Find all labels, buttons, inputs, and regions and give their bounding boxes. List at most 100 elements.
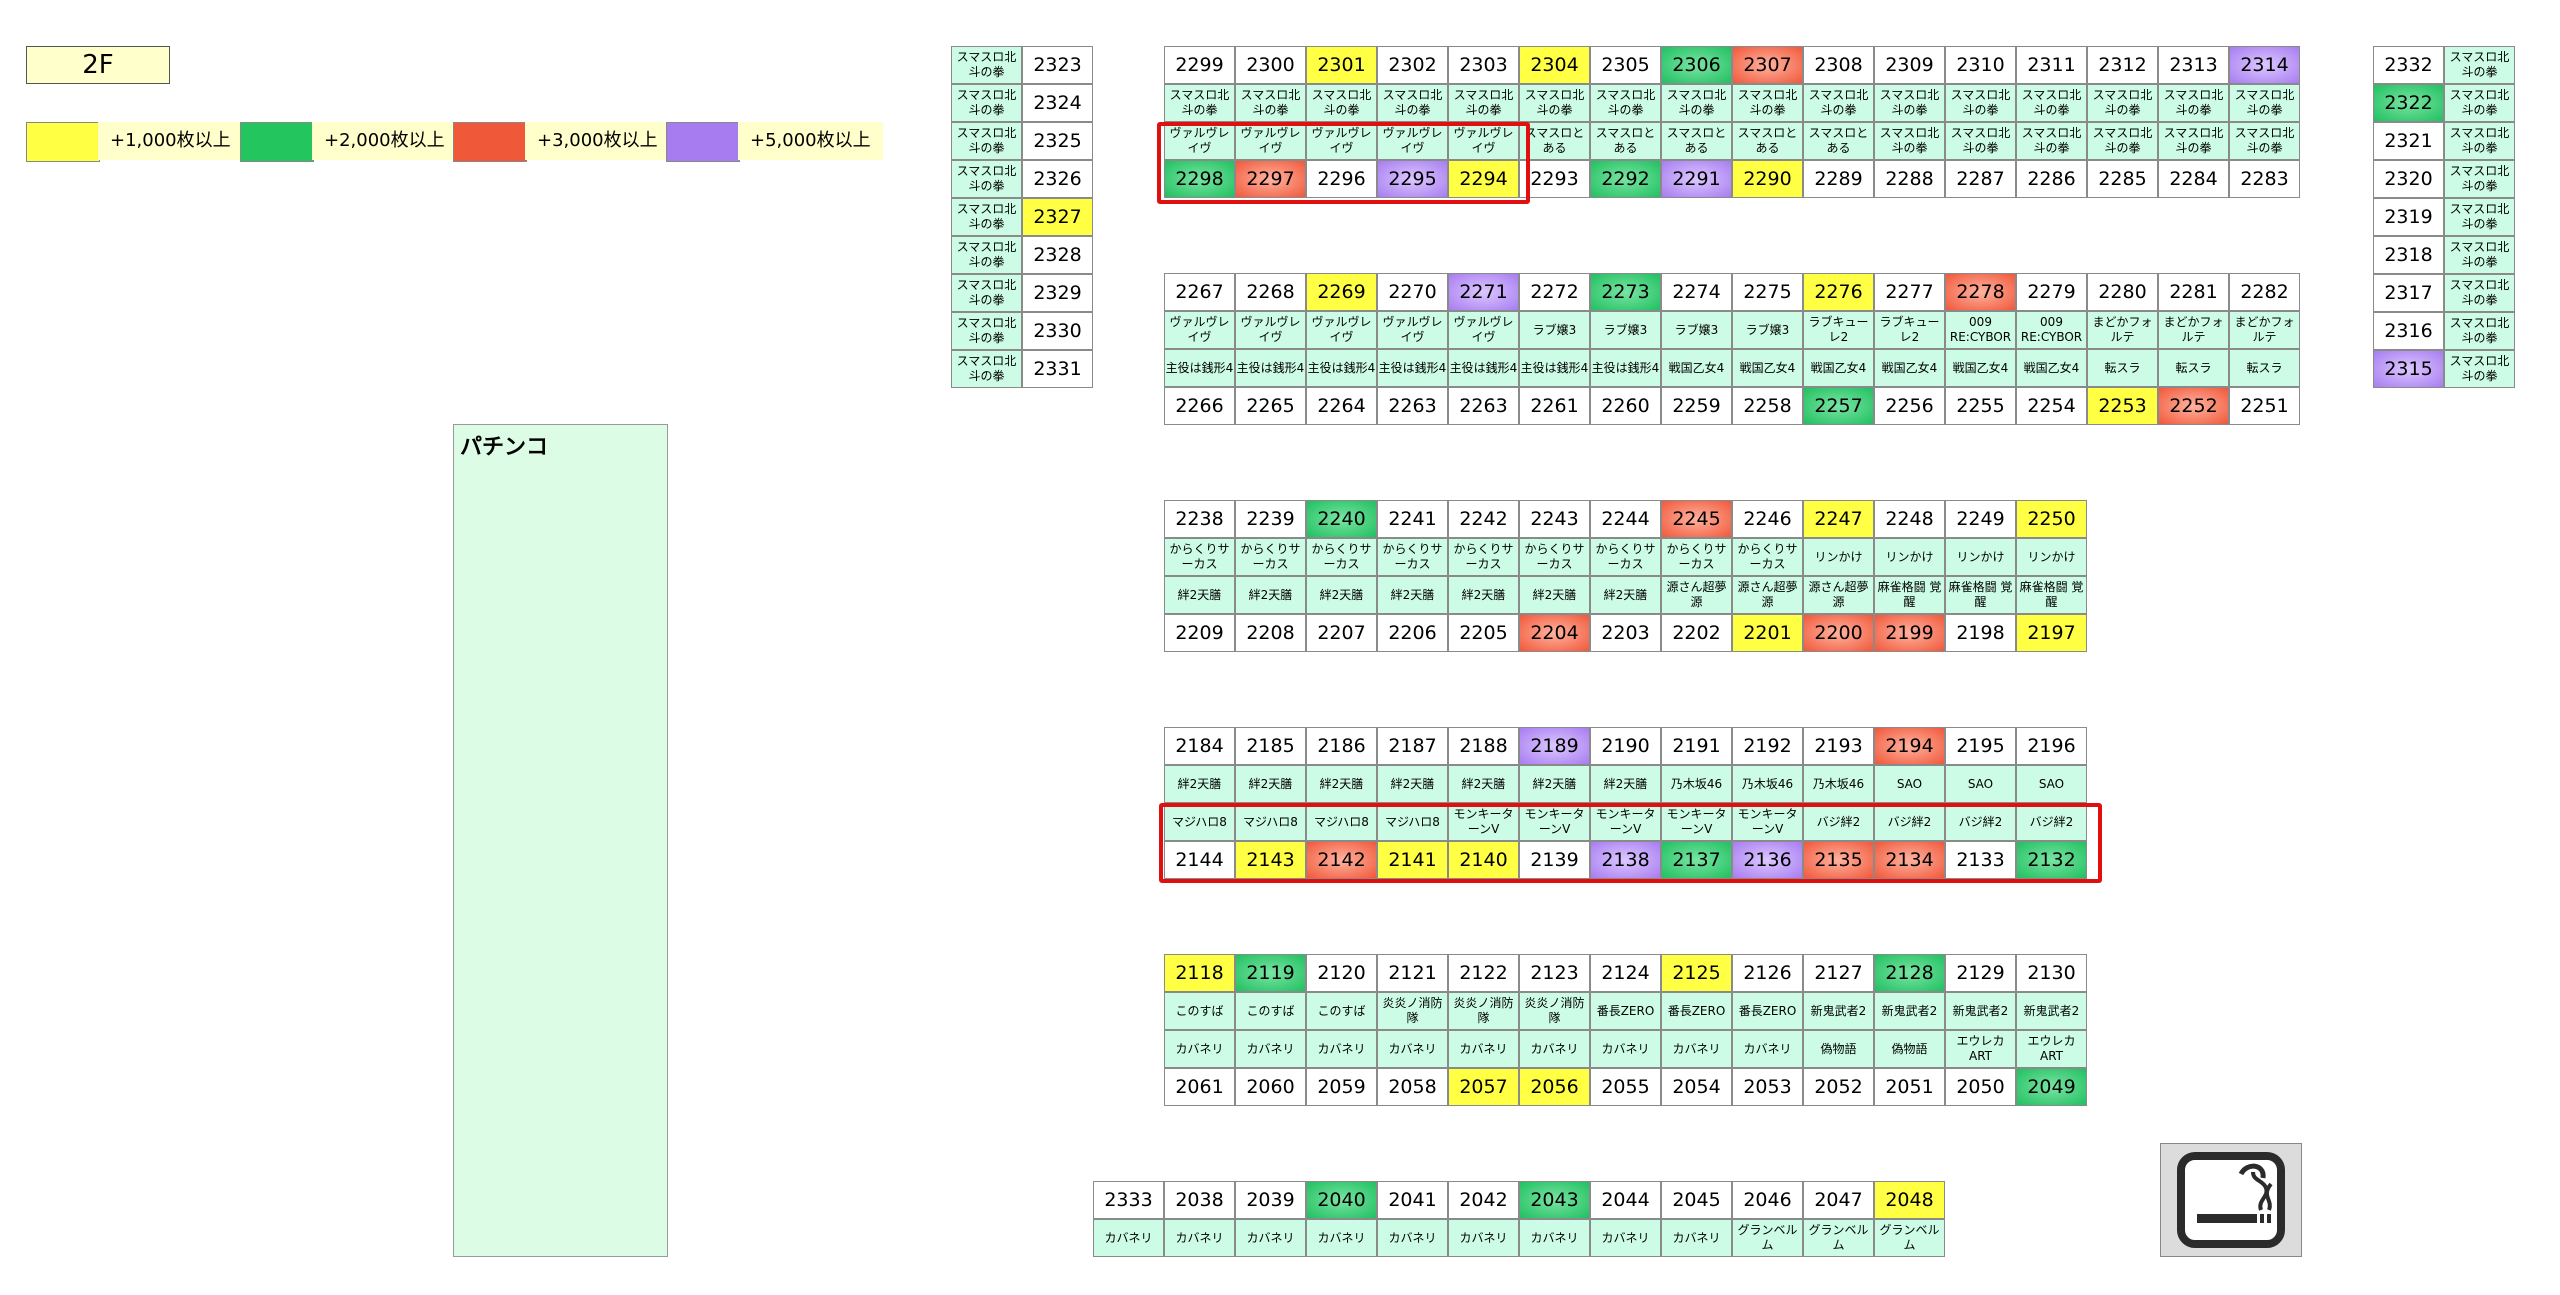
island-5-unit: 2126 <box>1732 954 1803 992</box>
island-1-unit: 2300 <box>1235 46 1306 84</box>
island-3-machine: リンかけ <box>1874 538 1945 576</box>
island-3-machine: からくりサーカス <box>1519 538 1590 576</box>
right-block-unit: 2321 <box>2373 122 2444 160</box>
island-2-machine: 主役は銭形4 <box>1306 349 1377 387</box>
island-2-unit: 2251 <box>2229 387 2300 425</box>
island-3-unit: 2204 <box>1519 614 1590 652</box>
bottom-row-unit: 2333 <box>1093 1181 1164 1219</box>
island-2-machine: ヴァルヴレイヴ <box>1306 311 1377 349</box>
right-block-unit: 2317 <box>2373 274 2444 312</box>
island-3-unit: 2249 <box>1945 500 2016 538</box>
island-2-unit: 2263 <box>1448 387 1519 425</box>
island-5-unit: 2130 <box>2016 954 2087 992</box>
island-3-unit: 2250 <box>2016 500 2087 538</box>
right-block-machine: スマスロ北斗の拳 <box>2444 160 2515 198</box>
island-1-machine: スマスロ北斗の拳 <box>1164 84 1235 122</box>
bottom-row-unit: 2040 <box>1306 1181 1377 1219</box>
island-1-unit: 2302 <box>1377 46 1448 84</box>
island-4-machine: バジ絆2 <box>1803 803 1874 841</box>
island-1-machine: スマスロ北斗の拳 <box>1945 84 2016 122</box>
island-2-unit: 2272 <box>1519 273 1590 311</box>
right-block-machine: スマスロ北斗の拳 <box>2444 46 2515 84</box>
island-4-machine: 絆2天膳 <box>1448 765 1519 803</box>
island-5-machine: カバネリ <box>1732 1030 1803 1068</box>
bottom-row-machine: カバネリ <box>1377 1219 1448 1257</box>
island-3-machine: からくりサーカス <box>1164 538 1235 576</box>
island-4-machine: マジハロ8 <box>1235 803 1306 841</box>
legend-label: +3,000枚以上 <box>525 122 670 160</box>
island-3-machine: 絆2天膳 <box>1306 576 1377 614</box>
island-3-machine: 麻雀格闘 覚醒 <box>1874 576 1945 614</box>
island-5-machine: 番長ZERO <box>1661 992 1732 1030</box>
island-3-unit: 2197 <box>2016 614 2087 652</box>
island-2-machine: ラブキューレ2 <box>1874 311 1945 349</box>
left-block-unit: 2324 <box>1022 84 1093 122</box>
island-1-machine: スマスロ北斗の拳 <box>1519 84 1590 122</box>
bottom-row-machine: グランベルム <box>1803 1219 1874 1257</box>
island-5-unit: 2056 <box>1519 1068 1590 1106</box>
island-2-machine: 009 RE:CYBOR <box>1945 311 2016 349</box>
island-2-unit: 2263 <box>1377 387 1448 425</box>
island-5-machine: カバネリ <box>1448 1030 1519 1068</box>
island-2-machine: ヴァルヴレイヴ <box>1235 311 1306 349</box>
island-4-machine: 乃木坂46 <box>1661 765 1732 803</box>
island-4-unit: 2195 <box>1945 727 2016 765</box>
island-3-machine: 源さん超夢源 <box>1803 576 1874 614</box>
island-5-machine: カバネリ <box>1590 1030 1661 1068</box>
island-4-unit: 2140 <box>1448 841 1519 879</box>
island-1-machine: スマスロ北斗の拳 <box>2016 84 2087 122</box>
left-block-unit: 2323 <box>1022 46 1093 84</box>
island-1-machine: スマスロとある <box>1661 122 1732 160</box>
island-2-machine: まどかフォルテ <box>2229 311 2300 349</box>
island-2-unit: 2270 <box>1377 273 1448 311</box>
right-block-machine: スマスロ北斗の拳 <box>2444 350 2515 388</box>
island-4-unit: 2192 <box>1732 727 1803 765</box>
bottom-row-machine: グランベルム <box>1874 1219 1945 1257</box>
island-5-machine: カバネリ <box>1377 1030 1448 1068</box>
island-4-unit: 2134 <box>1874 841 1945 879</box>
island-3-machine: 絆2天膳 <box>1448 576 1519 614</box>
smoking-area <box>2160 1143 2302 1257</box>
island-2-machine: ラブ嬢3 <box>1519 311 1590 349</box>
island-2-machine: 戦国乙女4 <box>1803 349 1874 387</box>
island-2-unit: 2268 <box>1235 273 1306 311</box>
island-2-unit: 2258 <box>1732 387 1803 425</box>
bottom-row-machine: カバネリ <box>1519 1219 1590 1257</box>
island-1-machine: スマスロ北斗の拳 <box>2158 122 2229 160</box>
right-block-machine: スマスロ北斗の拳 <box>2444 122 2515 160</box>
smoking-icon <box>2177 1152 2285 1248</box>
island-2-unit: 2253 <box>2087 387 2158 425</box>
island-2-machine: ラブ嬢3 <box>1661 311 1732 349</box>
island-5-machine: エウレカART <box>2016 1030 2087 1068</box>
island-4-unit: 2193 <box>1803 727 1874 765</box>
right-block-unit: 2332 <box>2373 46 2444 84</box>
island-2-unit: 2275 <box>1732 273 1803 311</box>
island-4-unit: 2191 <box>1661 727 1732 765</box>
left-block-unit: 2327 <box>1022 198 1093 236</box>
island-1-machine: スマスロ北斗の拳 <box>1945 122 2016 160</box>
island-2-unit: 2273 <box>1590 273 1661 311</box>
island-5-unit: 2128 <box>1874 954 1945 992</box>
bottom-row-unit: 2045 <box>1661 1181 1732 1219</box>
island-5-unit: 2061 <box>1164 1068 1235 1106</box>
island-5-machine: 炎炎ノ消防隊 <box>1448 992 1519 1030</box>
floor-label: 2F <box>26 46 170 84</box>
right-block-machine: スマスロ北斗の拳 <box>2444 274 2515 312</box>
island-3-machine: リンかけ <box>1803 538 1874 576</box>
island-4-unit: 2190 <box>1590 727 1661 765</box>
island-4-unit: 2143 <box>1235 841 1306 879</box>
left-block-unit: 2331 <box>1022 350 1093 388</box>
island-1-unit: 2299 <box>1164 46 1235 84</box>
left-block-machine: スマスロ北斗の拳 <box>951 312 1022 350</box>
island-4-unit: 2185 <box>1235 727 1306 765</box>
bottom-row-unit: 2043 <box>1519 1181 1590 1219</box>
island-4-unit: 2188 <box>1448 727 1519 765</box>
island-5-unit: 2058 <box>1377 1068 1448 1106</box>
island-5-machine: カバネリ <box>1235 1030 1306 1068</box>
island-3-machine: からくりサーカス <box>1306 538 1377 576</box>
island-4-machine: 絆2天膳 <box>1590 765 1661 803</box>
island-5-machine: このすば <box>1164 992 1235 1030</box>
island-3-machine: リンかけ <box>2016 538 2087 576</box>
island-2-machine: 009 RE:CYBOR <box>2016 311 2087 349</box>
island-5-machine: 偽物語 <box>1803 1030 1874 1068</box>
